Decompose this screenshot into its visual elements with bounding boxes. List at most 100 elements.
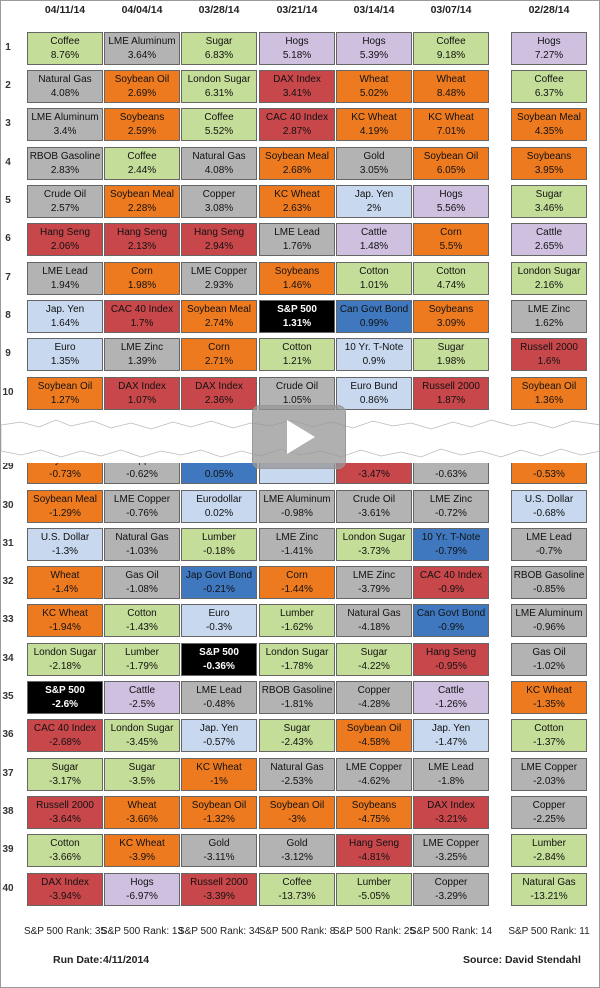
asset-return: 1.05% — [282, 395, 312, 406]
asset-name: LME Copper — [345, 762, 403, 773]
asset-name: London Sugar — [265, 647, 329, 658]
asset-return: -1.94% — [49, 622, 81, 633]
asset-cell: Lumber -2.84% — [511, 834, 587, 867]
asset-cell: Crude Oil 2.57% — [27, 185, 103, 218]
asset-return: -1.32% — [203, 814, 235, 825]
rank-number: 34 — [2, 653, 14, 664]
asset-return: 3.05% — [359, 165, 389, 176]
asset-return: 2.63% — [282, 203, 312, 214]
asset-name: LME Zinc — [120, 342, 164, 353]
asset-cell: Coffee 8.76% — [27, 32, 103, 65]
asset-name: 10 Yr. T-Note — [421, 532, 481, 543]
asset-return: -2.25% — [533, 814, 565, 825]
asset-cell: London Sugar -3.73% — [336, 528, 412, 561]
asset-return: -1.29% — [49, 508, 81, 519]
asset-cell: Sugar -3.17% — [27, 758, 103, 791]
asset-name: Hang Seng — [348, 838, 400, 849]
asset-name: KC Wheat — [526, 685, 572, 696]
asset-name: Gas Oil — [125, 570, 159, 581]
asset-return: 1.39% — [127, 356, 157, 367]
asset-name: Jap. Yen — [45, 304, 85, 315]
asset-return: -1.02% — [533, 661, 565, 672]
asset-name: LME Aluminum — [31, 112, 99, 123]
asset-return: 0.99% — [359, 318, 389, 329]
asset-return: -0.96% — [533, 622, 565, 633]
asset-return: 2.06% — [50, 241, 80, 252]
asset-return: 4.35% — [534, 126, 564, 137]
rank-number: 3 — [5, 118, 11, 129]
asset-cell: Cotton 1.01% — [336, 262, 412, 295]
asset-name: DAX Index — [41, 877, 89, 888]
asset-cell: LME Copper -0.76% — [104, 490, 180, 523]
asset-name: Hogs — [130, 877, 154, 888]
asset-return: -0.63% — [435, 469, 467, 480]
asset-name: Coffee — [127, 151, 157, 162]
asset-return: 1.76% — [282, 241, 312, 252]
asset-name: Soybean Meal — [265, 151, 329, 162]
asset-return: 2.94% — [204, 241, 234, 252]
asset-name: Cotton — [127, 608, 157, 619]
asset-return: 2.68% — [282, 165, 312, 176]
asset-cell: Soybeans 3.09% — [413, 300, 489, 333]
asset-name: London Sugar — [517, 266, 581, 277]
asset-return: -3.73% — [358, 546, 390, 557]
asset-return: -3.61% — [358, 508, 390, 519]
asset-return: -4.22% — [358, 661, 390, 672]
asset-return: 5.39% — [359, 50, 389, 61]
asset-name: Copper — [434, 877, 468, 888]
asset-return: -3.66% — [49, 852, 81, 863]
asset-return: -2.84% — [533, 852, 565, 863]
asset-return: 3.64% — [127, 50, 157, 61]
asset-cell: Hang Seng 2.06% — [27, 223, 103, 256]
asset-name: Gold — [363, 151, 385, 162]
asset-name: Soybeans — [428, 304, 474, 315]
asset-return: 5.56% — [436, 203, 466, 214]
asset-return: 7.27% — [534, 50, 564, 61]
asset-cell: Can Govt Bond 0.99% — [336, 300, 412, 333]
asset-name: Coffee — [282, 877, 312, 888]
asset-return: 1.01% — [359, 280, 389, 291]
date-header: 03/21/14 — [276, 4, 318, 16]
asset-cell: 10 Yr. T-Note 0.9% — [336, 338, 412, 371]
asset-return: 4.74% — [436, 280, 466, 291]
asset-return: 3.95% — [534, 165, 564, 176]
asset-cell: CAC 40 Index -0.9% — [413, 566, 489, 599]
asset-cell: Soybean Oil -3% — [259, 796, 335, 829]
asset-name: Wheat — [50, 570, 80, 581]
asset-name: KC Wheat — [351, 112, 397, 123]
asset-name: Soybeans — [526, 151, 572, 162]
asset-name: LME Aluminum — [263, 494, 331, 505]
asset-cell: Soybeans -4.75% — [336, 796, 412, 829]
asset-cell: Copper 3.08% — [181, 185, 257, 218]
asset-name: LME Lead — [196, 685, 242, 696]
asset-return: 2.93% — [204, 280, 234, 291]
asset-name: 10 Yr. T-Note — [344, 342, 404, 353]
asset-name: Corn — [286, 570, 308, 581]
asset-cell: Copper -4.28% — [336, 681, 412, 714]
asset-name: LME Zinc — [527, 304, 571, 315]
asset-name: KC Wheat — [119, 838, 165, 849]
asset-name: Hang Seng — [425, 647, 477, 658]
asset-cell: LME Zinc -0.72% — [413, 490, 489, 523]
asset-name: Hogs — [362, 36, 386, 47]
asset-name: Sugar — [128, 762, 156, 773]
video-play-button[interactable] — [252, 405, 346, 469]
sp500-rank: S&P 500 Rank: 11 — [508, 926, 590, 937]
run-date-value: 4/11/2014 — [103, 954, 150, 966]
asset-cell: DAX Index 1.07% — [104, 377, 180, 410]
asset-return: -3.79% — [358, 584, 390, 595]
asset-cell: Hang Seng 2.13% — [104, 223, 180, 256]
asset-return: 2.71% — [204, 356, 234, 367]
asset-cell: DAX Index -3.94% — [27, 873, 103, 906]
asset-name: Sugar — [205, 36, 233, 47]
asset-return: 1.31% — [282, 318, 312, 329]
rank-number: 39 — [2, 844, 14, 855]
asset-name: Soybeans — [351, 800, 397, 811]
asset-return: 1.21% — [282, 356, 312, 367]
asset-name: LME Copper — [190, 266, 248, 277]
date-header-row: 04/11/14 04/04/14 03/28/14 03/21/14 03/14/14… — [1, 1, 599, 21]
asset-cell: Natural Gas 4.08% — [181, 147, 257, 180]
asset-name: DAX Index — [195, 381, 243, 392]
asset-return: 0.02% — [204, 508, 234, 519]
asset-return: 2.16% — [534, 280, 564, 291]
